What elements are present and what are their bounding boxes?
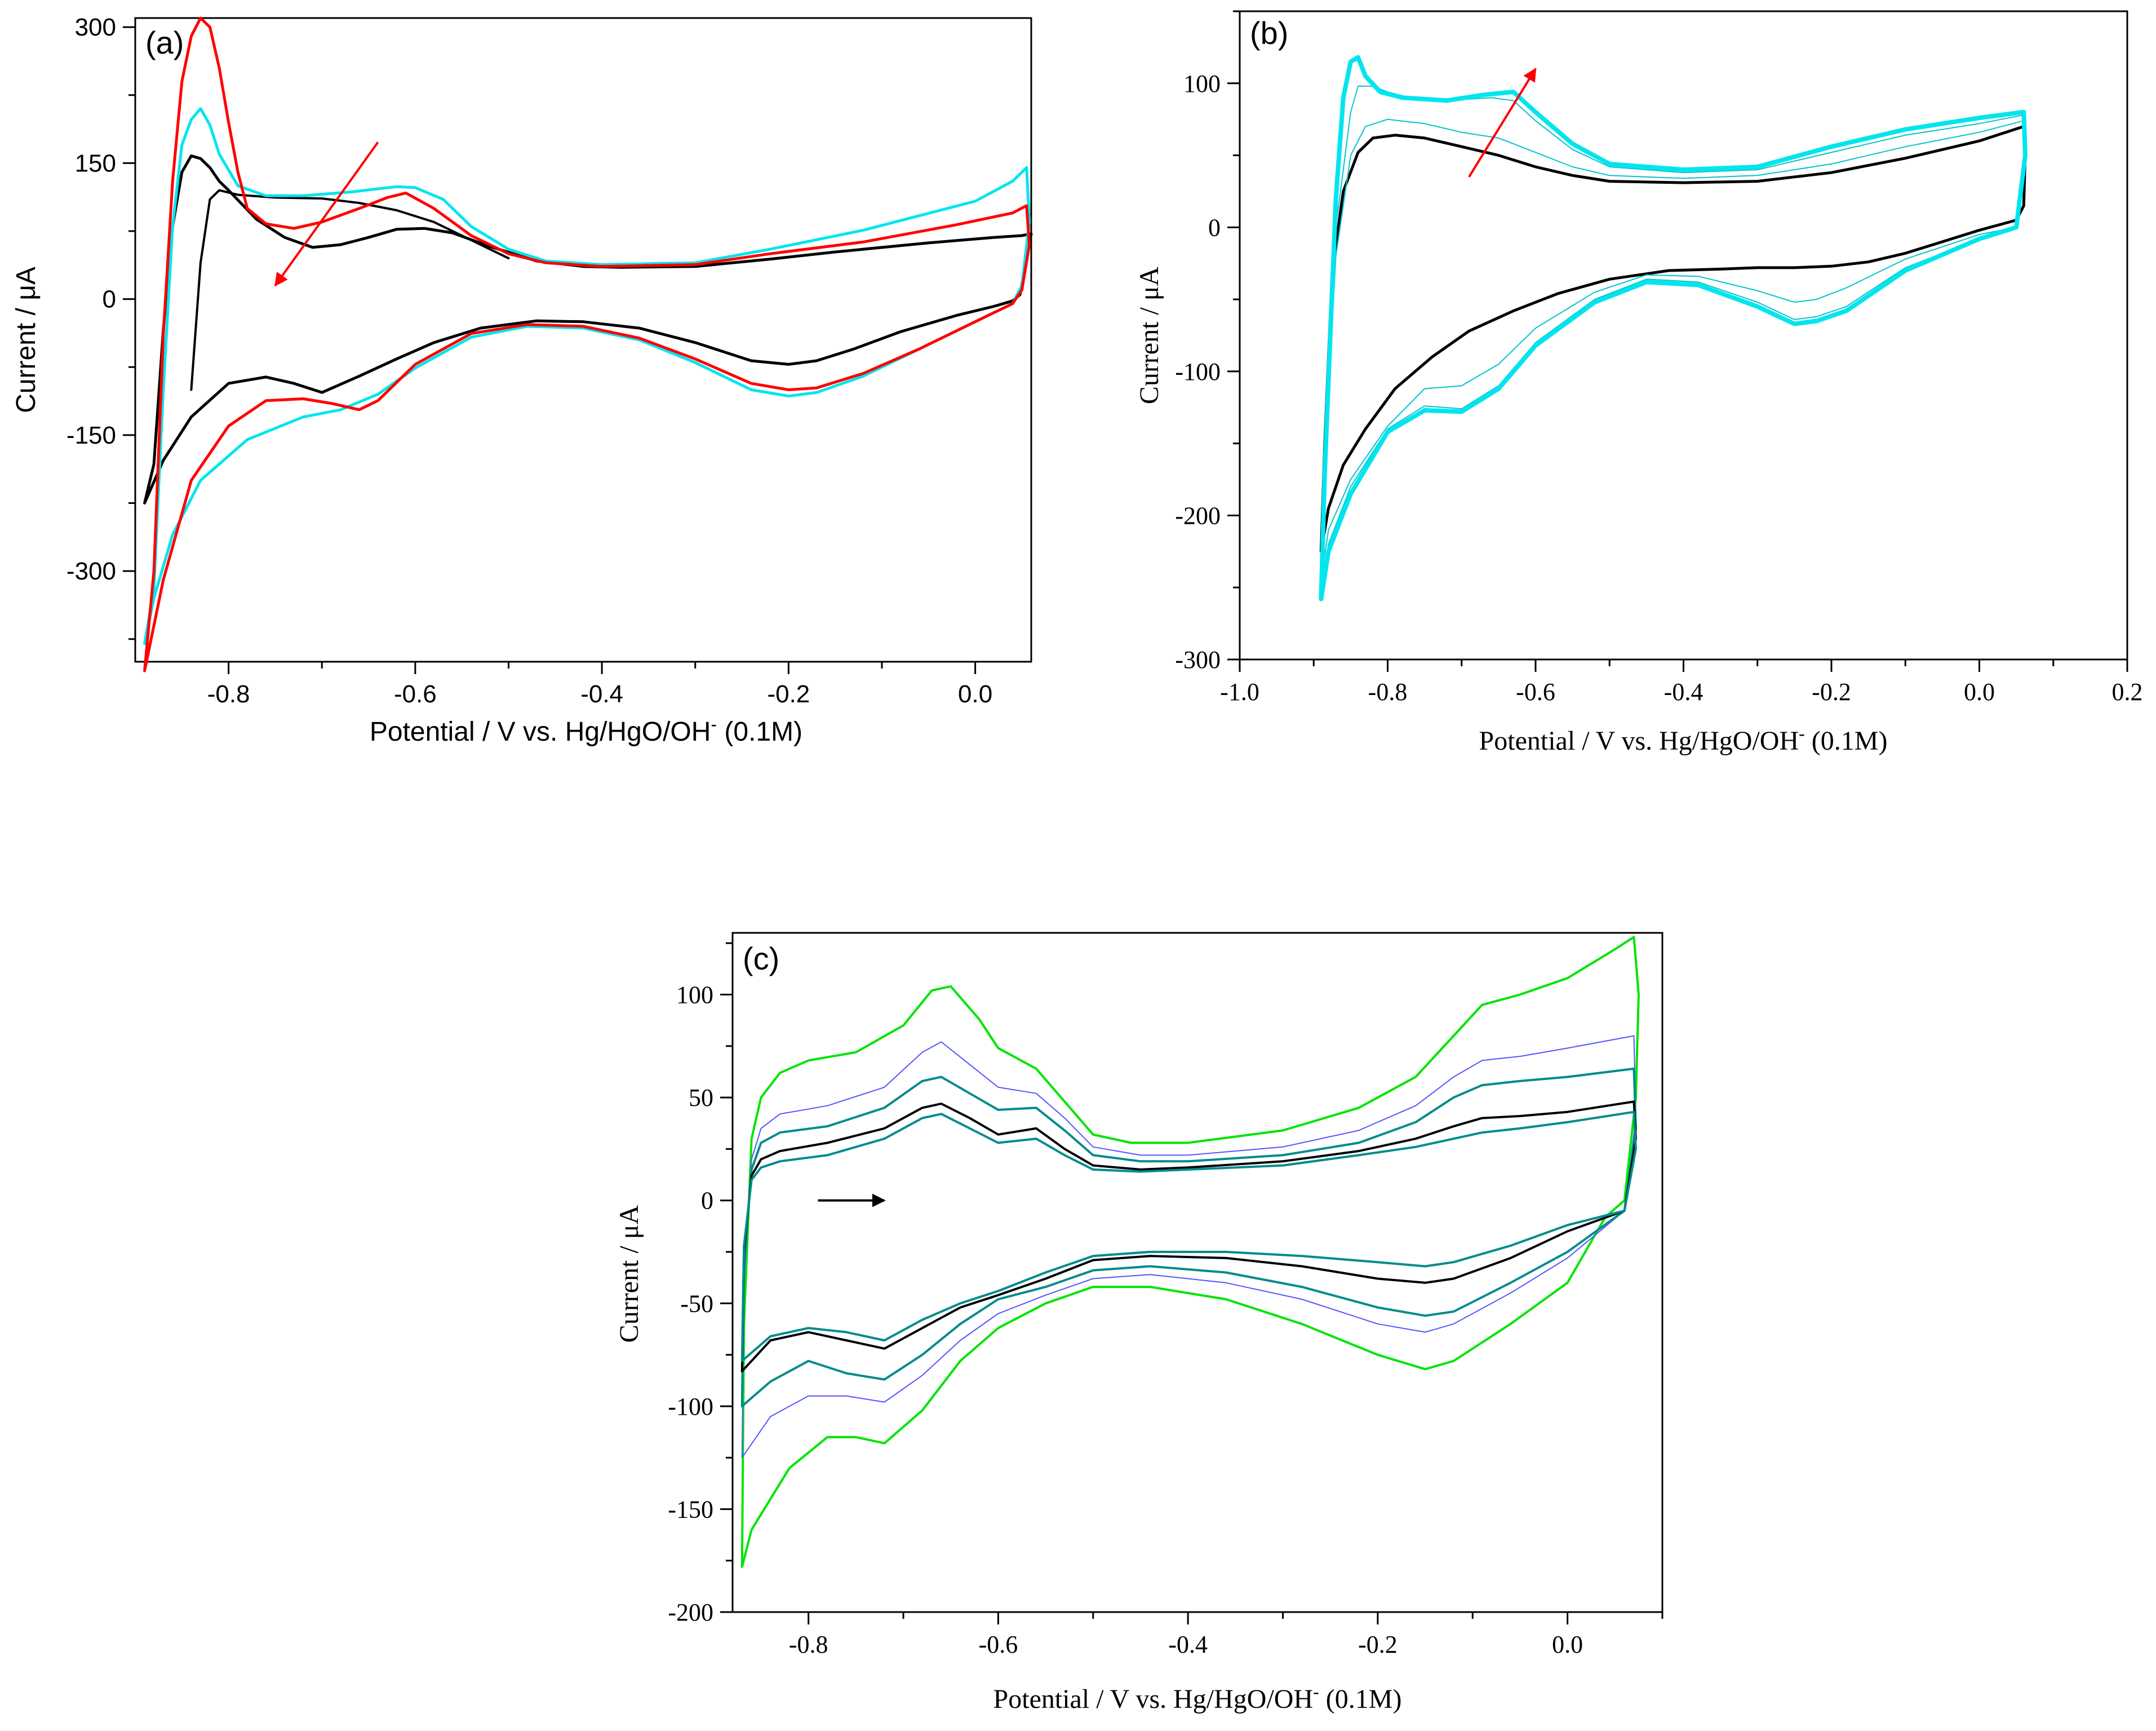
panel-c-y-tick-label: 0	[701, 1187, 713, 1215]
panel-a-series-line-4	[143, 16, 1031, 672]
panel-b-series-line-1	[1319, 125, 2027, 553]
panel-c-series-line-4	[740, 1100, 1637, 1373]
panel-c-y-tick-label: -50	[680, 1290, 713, 1317]
panel-b-chart: -1.0 -0.8 -0.6 -0.4 -0.2 0.0 0.2 100 0 -100 -200 -…	[1134, 10, 2143, 756]
panel-a-y-tick-label: 150	[75, 149, 116, 177]
panel-a-y-tick-label: -300	[66, 557, 116, 585]
panel-b-y-tick-label: 0	[1208, 214, 1221, 241]
panel-a-y-axis-title: Current / μA	[11, 267, 41, 413]
panel-c-chart: -0.8 -0.6 -0.4 -0.2 0.0 100 50 0 -50 -100 -150 -20…	[614, 932, 1663, 1714]
panel-a-x-axis-title: Potential / V vs. Hg/HgO/OH- (0.1M)	[370, 714, 802, 747]
panel-c-x-tick-label: -0.2	[1358, 1631, 1398, 1658]
panel-c-x-tick-label: -0.8	[789, 1631, 828, 1658]
panel-a-y-tick-label: 300	[75, 14, 116, 41]
panel-a-y-tick-label: 0	[103, 286, 116, 313]
panel-a-y-ticks: 300 150 0 -150 -300	[66, 14, 135, 640]
panel-a-series-line-2	[190, 189, 510, 391]
panel-a-x-tick-label: -0.2	[767, 680, 810, 708]
panel-b-x-ticks: -1.0 -0.8 -0.6 -0.4 -0.2 0.0 0.2	[1220, 659, 2143, 706]
panel-c-x-tick-label: -0.6	[979, 1631, 1018, 1658]
panel-a-x-tick-label: -0.6	[394, 680, 437, 708]
panel-a-label: (a)	[145, 25, 184, 60]
panel-a-x-ticks: -0.8 -0.6 -0.4 -0.2 0.0	[207, 662, 992, 708]
panel-c-plot	[740, 936, 1640, 1568]
panel-a-x-tick-label: -0.8	[207, 680, 250, 708]
panel-b-x-tick-label: 0.0	[1964, 678, 1995, 706]
panel-c-x-tick-label: 0.0	[1552, 1631, 1583, 1658]
panel-b-plot	[1319, 55, 2028, 601]
panel-c-series-line-5	[740, 1110, 1637, 1362]
panel-c-x-tick-label: -0.4	[1168, 1631, 1208, 1658]
panel-c-frame	[731, 932, 1663, 1613]
panel-a-y-tick-label: -150	[66, 422, 116, 449]
panel-c-y-ticks: 100 50 0 -50 -100 -150 -200	[668, 942, 733, 1626]
panel-c-y-tick-label: -150	[668, 1495, 713, 1523]
panel-b-x-axis-title: Potential / V vs. Hg/HgO/OH- (0.1M)	[1479, 723, 1888, 756]
panel-c-series-line-1	[740, 936, 1640, 1568]
panel-c-y-tick-label: 100	[676, 981, 713, 1009]
panel-b-x-tick-label: -0.4	[1664, 678, 1703, 706]
panel-c-x-ticks: -0.8 -0.6 -0.4 -0.2 0.0	[789, 1612, 1663, 1658]
panel-b-x-tick-label: -0.8	[1368, 678, 1408, 706]
panel-b-frame	[1239, 10, 2128, 661]
panel-b-y-ticks: 100 0 -100 -200 -300	[1175, 10, 1240, 674]
panel-b-y-tick-label: -200	[1175, 502, 1221, 529]
panel-c-series-line-3	[740, 1068, 1637, 1407]
panel-a-plot	[143, 16, 1033, 672]
panel-b-x-tick-label: -0.6	[1516, 678, 1555, 706]
panel-a-series-line-1	[143, 154, 1033, 504]
panel-c-y-tick-label: 50	[689, 1084, 713, 1112]
panel-c-y-axis-title: Current / μA	[614, 1205, 644, 1343]
panel-b-label: (b)	[1250, 15, 1288, 51]
panel-b-y-axis-title: Current / μA	[1134, 266, 1164, 404]
panel-c-label: (c)	[743, 941, 779, 976]
panel-b-series-line-3	[1320, 85, 2026, 588]
panel-b-x-tick-label: -0.2	[1812, 678, 1851, 706]
panel-a-x-tick-label: -0.4	[580, 680, 623, 708]
panel-a-x-tick-label: 0.0	[958, 680, 992, 708]
panel-a-frame	[134, 17, 1032, 663]
panel-a-series-line-3	[143, 107, 1031, 645]
panel-b-series-line-4	[1319, 55, 2028, 601]
panel-b-y-tick-label: 100	[1183, 70, 1221, 98]
panel-b-y-tick-label: -100	[1175, 358, 1221, 386]
panel-a-annotation-arrow	[274, 141, 379, 287]
panel-b-y-tick-label: -300	[1175, 646, 1221, 674]
panel-c-series-line-2	[741, 1035, 1636, 1459]
panel-c-y-tick-label: -100	[668, 1393, 713, 1420]
panel-b-annotation-arrow	[1468, 68, 1537, 178]
panel-b-x-tick-label: 0.2	[2112, 678, 2143, 706]
panel-c-y-tick-label: -200	[668, 1599, 713, 1626]
panel-b-x-tick-label: -1.0	[1220, 678, 1259, 706]
panel-b-series-line-2	[1320, 118, 2026, 581]
panel-c-x-axis-title: Potential / V vs. Hg/HgO/OH- (0.1M)	[993, 1681, 1402, 1714]
